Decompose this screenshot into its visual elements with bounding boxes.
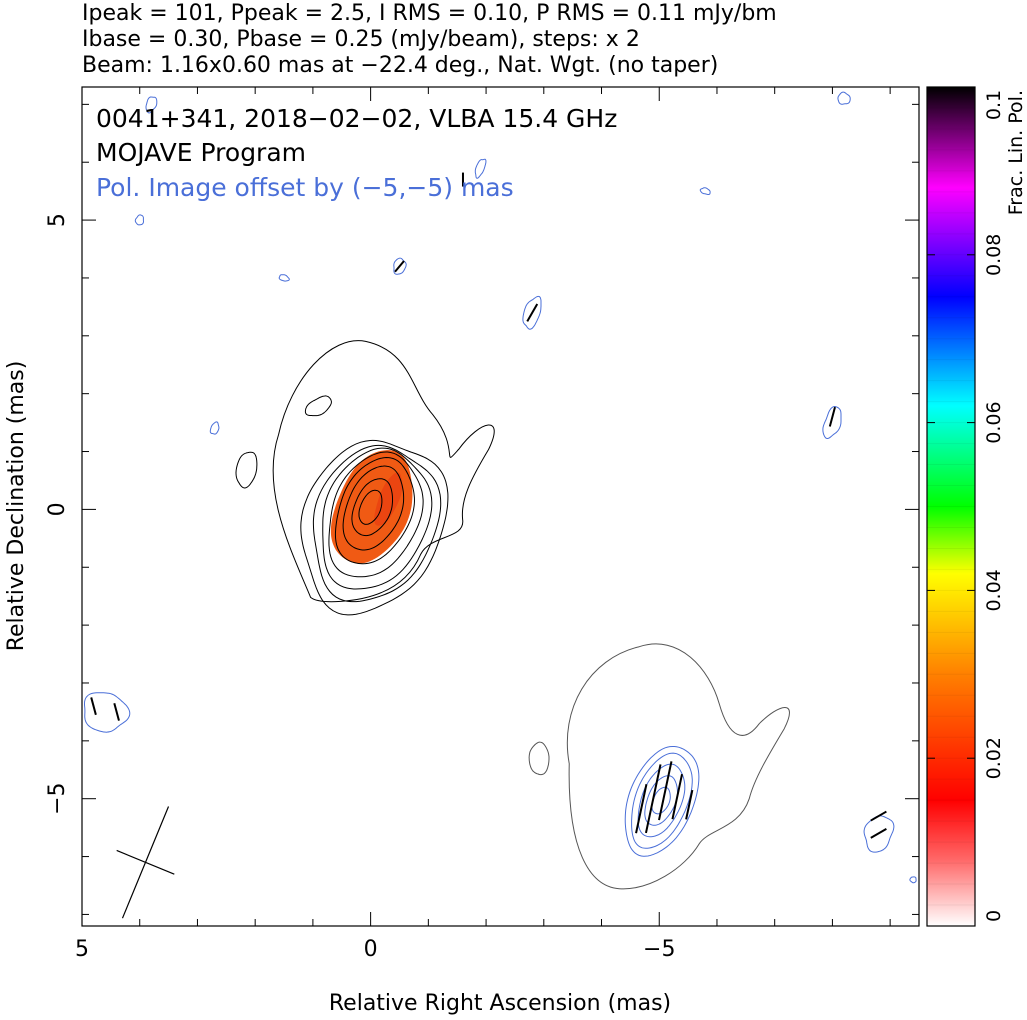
intensity-contour xyxy=(358,489,383,525)
evpa-tick xyxy=(870,828,887,839)
noise-contour xyxy=(699,187,711,195)
evpa-tick xyxy=(644,764,662,834)
y-tick-label: 5 xyxy=(45,213,70,227)
evpa-tick xyxy=(671,773,684,820)
intensity-contour xyxy=(342,465,405,551)
header-line-beam: Beam: 1.16x0.60 mas at −22.4 deg., Nat. … xyxy=(82,53,719,78)
y-axis-title: Relative Declination (mas) xyxy=(4,361,29,652)
noise-contour xyxy=(134,214,144,226)
axis-tick-labels: 5 0 −5 5 0 −5 xyxy=(45,213,675,962)
evpa-tick xyxy=(635,784,648,834)
intensity-contour xyxy=(328,451,424,578)
header-line-peaks: Ipeak = 101, Ppeak = 2.5, I RMS = 0.10, … xyxy=(82,1,777,26)
noise-contour xyxy=(522,295,542,330)
polarization-contours xyxy=(83,91,917,890)
noise-contour xyxy=(822,405,842,440)
total-intensity-contours xyxy=(235,340,495,616)
intensity-contour xyxy=(300,439,449,616)
pol-image-outline xyxy=(566,643,790,890)
colorbar-tick-label: 0.02 xyxy=(983,737,1005,779)
evpa-tick xyxy=(526,303,539,322)
plot-frame xyxy=(81,86,920,927)
colorbar-tick-label: 0.04 xyxy=(983,569,1005,611)
colorbar-tick-label: 0 xyxy=(983,910,1005,922)
noise-contour xyxy=(145,96,158,114)
axis-ticks xyxy=(81,87,919,926)
evpa-tick xyxy=(828,406,836,427)
beam-minor-axis xyxy=(116,849,175,875)
colorbar-tick-label: 0.08 xyxy=(983,234,1005,276)
evpa-tick xyxy=(685,789,694,820)
pol-contour xyxy=(624,745,700,857)
header-line-bases: Ibase = 0.30, Pbase = 0.25 (mJy/beam), s… xyxy=(82,27,640,52)
x-tick-label: 0 xyxy=(364,937,378,962)
x-tick-label: 5 xyxy=(75,937,89,962)
intensity-contour-outer xyxy=(272,340,495,603)
evpa-vectors xyxy=(90,172,887,839)
noise-contour xyxy=(83,692,131,733)
colorbar-ticks: 0 0.02 0.04 0.06 0.08 0.1 xyxy=(927,86,1005,927)
beam-marker xyxy=(116,806,175,919)
intensity-contour xyxy=(312,444,442,603)
colorbar-title: Frac. Lin. Pol. xyxy=(1005,90,1027,215)
intensity-contour xyxy=(322,447,433,590)
intensity-contour xyxy=(351,478,394,537)
noise-contour xyxy=(278,274,290,282)
offset-annotation: Pol. Image offset by (−5,−5) mas xyxy=(96,173,514,202)
pol-image-knot xyxy=(528,741,550,776)
intensity-contour-knot xyxy=(235,451,258,489)
x-tick-label: −5 xyxy=(643,937,675,962)
intensity-contour-hole xyxy=(304,395,332,417)
x-axis-title: Relative Right Ascension (mas) xyxy=(329,991,671,1016)
colorbar-scale xyxy=(927,87,975,926)
colorbar-tick-label: 0.06 xyxy=(983,401,1005,443)
pol-contour xyxy=(644,775,679,826)
frac-pol-region-hi xyxy=(374,472,403,526)
noise-contour xyxy=(474,158,487,179)
evpa-tick xyxy=(394,260,405,273)
noise-contour xyxy=(863,815,895,853)
noise-contour xyxy=(209,421,220,435)
noise-contour xyxy=(837,91,851,105)
source-annotation: 0041+341, 2018−02−02, VLBA 15.4 GHz xyxy=(96,104,617,133)
evpa-tick xyxy=(870,810,887,822)
noise-contour xyxy=(909,876,917,884)
fractional-polarization-fill xyxy=(330,450,413,564)
evpa-tick xyxy=(658,761,673,821)
intensity-contour xyxy=(334,456,415,565)
evpa-tick xyxy=(90,697,97,716)
colorbar-frame xyxy=(926,86,976,927)
y-tick-label: −5 xyxy=(45,782,70,814)
y-tick-label: 0 xyxy=(45,502,70,516)
program-annotation: MOJAVE Program xyxy=(96,138,306,167)
colorbar-tick-label: 0.1 xyxy=(983,90,1005,120)
pol-contour xyxy=(631,752,693,849)
evpa-tick xyxy=(113,702,120,721)
